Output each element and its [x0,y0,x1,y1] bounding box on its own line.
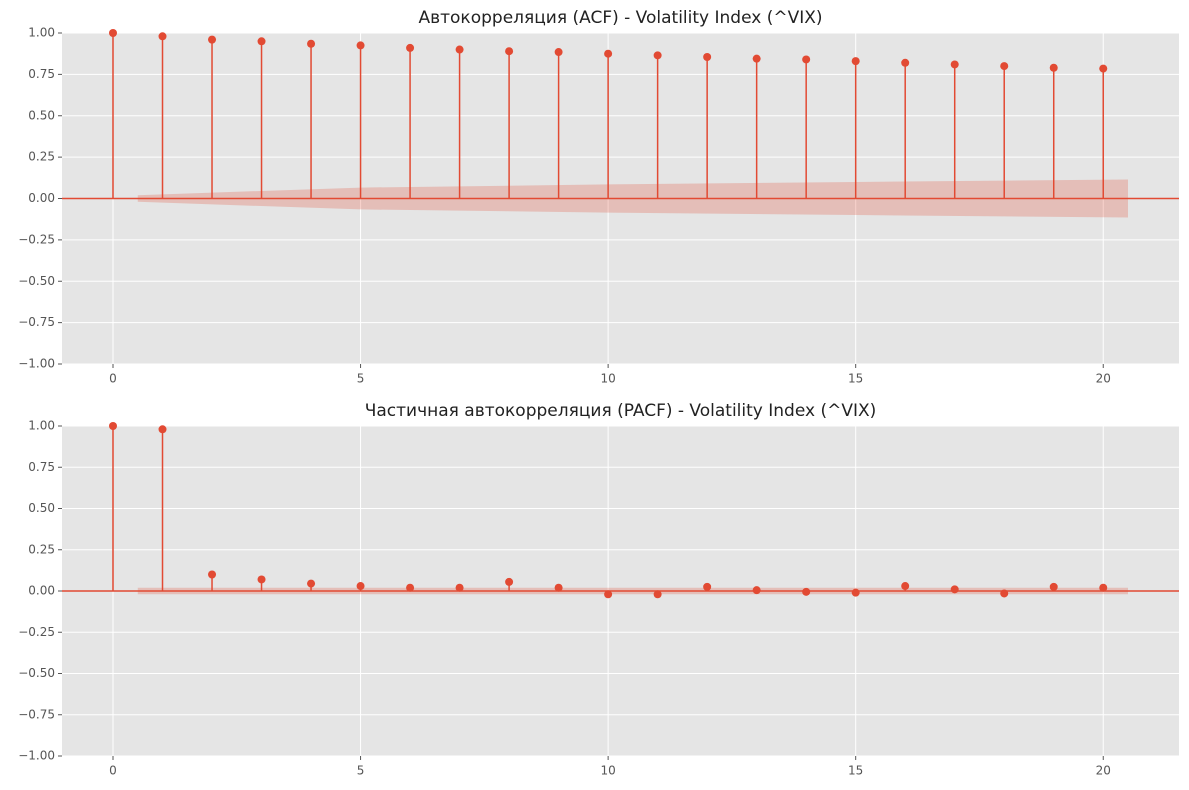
stem-marker [158,425,167,434]
stem-marker [802,587,811,596]
stem-marker [1099,64,1108,73]
x-tick-label: 20 [1096,764,1111,778]
stem-marker [802,55,811,64]
stem-marker [1000,62,1009,71]
stem-marker [356,582,365,591]
y-tick-label: −0.50 [18,666,55,680]
y-tick-label: 1.00 [28,26,55,40]
x-tick-label: 5 [357,764,365,778]
stem-marker [851,588,860,597]
stem-marker [703,52,712,61]
stem-marker [752,586,761,595]
stem-marker [653,590,662,599]
y-tick-label: −0.25 [18,232,55,246]
x-tick-label: 10 [600,372,615,386]
stem-marker [208,570,217,579]
y-tick-label: 0.75 [28,460,55,474]
x-tick-label: 10 [600,764,615,778]
y-tick-label: 0.00 [28,584,55,598]
y-tick-label: 0.50 [28,108,55,122]
stem-marker [108,422,117,430]
stem-marker [406,583,415,592]
stem-marker [950,60,959,69]
y-tick-label: −1.00 [18,749,55,763]
y-tick-label: −0.75 [18,315,55,329]
stem-marker [307,39,316,48]
stem-marker [703,582,712,591]
y-tick-label: −0.50 [18,274,55,288]
y-tick-label: 0.25 [28,542,55,556]
stem-marker [950,585,959,594]
stem-marker [901,582,910,591]
stem-marker [1049,582,1058,591]
stem-marker [505,577,514,586]
stem-marker [406,43,415,52]
stem-marker [554,48,563,57]
chart-title: Частичная автокорреляция (PACF) - Volati… [365,401,877,421]
stem-marker [604,590,613,599]
y-tick-label: −0.25 [18,625,55,639]
stem-marker [1049,63,1058,72]
chart-title: Автокорреляция (ACF) - Volatility Index … [418,8,822,28]
stem-marker [208,35,217,44]
stem-marker [455,583,464,592]
y-tick-label: 0.50 [28,501,55,515]
stem-marker [653,51,662,60]
x-tick-label: 0 [109,764,117,778]
x-tick-label: 15 [848,764,863,778]
y-tick-label: 0.75 [28,67,55,81]
stem-marker [752,54,761,63]
y-tick-label: −1.00 [18,357,55,371]
stem-marker [901,58,910,67]
y-tick-label: 0.25 [28,150,55,164]
y-tick-label: −0.75 [18,707,55,721]
stem-marker [1000,589,1009,598]
stem-marker [1099,583,1108,592]
y-tick-label: 1.00 [28,419,55,433]
x-tick-label: 5 [357,372,365,386]
x-tick-label: 20 [1096,372,1111,386]
x-tick-label: 15 [848,372,863,386]
x-tick-label: 0 [109,372,117,386]
stem-marker [455,45,464,54]
stem-marker [257,575,266,584]
stem-marker [307,579,316,588]
stem-marker [108,29,117,37]
stem-marker [257,37,266,46]
stem-marker [158,32,167,41]
stem-marker [851,57,860,66]
stem-marker [554,583,563,592]
stem-marker [505,47,514,56]
stem-marker [356,41,365,50]
stem-marker [604,49,613,58]
y-tick-label: 0.00 [28,191,55,205]
